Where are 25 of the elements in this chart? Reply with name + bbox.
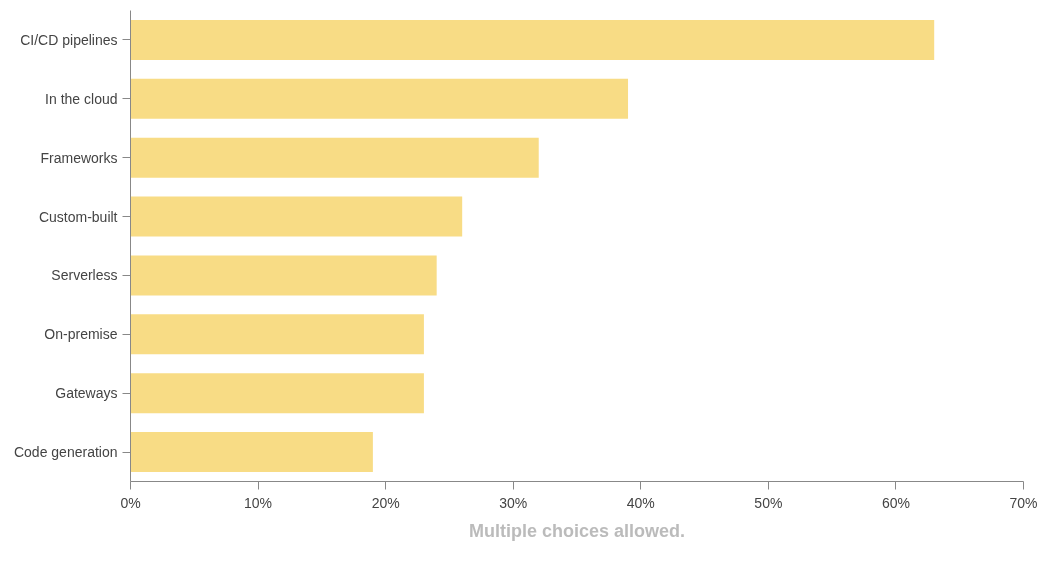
x-tick-label: 0%	[120, 494, 141, 511]
y-tick-label: Code generation	[13, 444, 118, 461]
x-tick-label: 60%	[881, 494, 910, 511]
text: Multiple choices allowed.	[468, 520, 686, 541]
y-tick-label: In the cloud	[45, 90, 118, 107]
x-tick-label: 40%	[626, 494, 655, 511]
y-tick-label: Serverless	[51, 267, 118, 284]
bar	[130, 137, 539, 178]
y-tick-label: CI/CD pipelines	[20, 31, 118, 48]
bar	[130, 78, 629, 119]
bar	[130, 373, 424, 414]
x-tick-label: 10%	[244, 494, 273, 511]
bar	[130, 196, 463, 237]
bar	[130, 432, 373, 473]
x-tick-label: 20%	[371, 494, 400, 511]
y-tick-label: On-premise	[44, 326, 118, 343]
bar	[130, 19, 935, 60]
x-tick-label: 50%	[754, 494, 783, 511]
y-tick-label: Gateways	[55, 385, 118, 402]
y-tick-label: Custom-built	[38, 208, 118, 225]
bar	[130, 255, 437, 296]
y-tick-label: Frameworks	[40, 149, 118, 166]
x-tick-label: 30%	[499, 494, 528, 511]
x-tick-label: 70%	[1009, 494, 1038, 511]
bar	[130, 314, 424, 355]
